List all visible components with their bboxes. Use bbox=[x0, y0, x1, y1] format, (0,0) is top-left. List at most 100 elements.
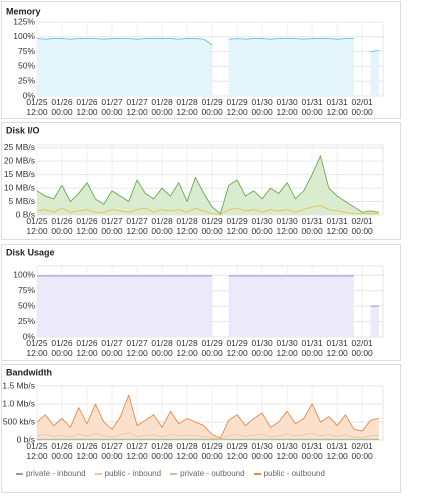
x-tick-label: 01/27 00:00 bbox=[101, 441, 123, 461]
x-tick-label: 01/30 12:00 bbox=[276, 97, 298, 117]
y-tick-label: 5 MB/s bbox=[9, 196, 35, 206]
x-tick-label: 01/31 12:00 bbox=[326, 338, 348, 358]
x-tick-label: 01/28 12:00 bbox=[176, 97, 198, 117]
y-tick-label: 100% bbox=[13, 31, 35, 41]
y-tick-label: 0% bbox=[23, 331, 36, 341]
y-tick-label: 25 MB/s bbox=[4, 142, 35, 152]
y-tick-label: 10 MB/s bbox=[4, 182, 35, 192]
x-tick-label: 01/30 12:00 bbox=[276, 441, 298, 461]
x-tick-label: 01/31 00:00 bbox=[301, 441, 323, 461]
x-tick-label: 01/25 12:00 bbox=[26, 338, 48, 358]
x-tick-label: 01/30 12:00 bbox=[276, 216, 298, 236]
y-tick-label: 50% bbox=[18, 61, 35, 71]
x-tick-label: 01/31 00:00 bbox=[301, 97, 323, 117]
chart: 0 B/s 5 MB/s 10 MB/s 15 MB/s 20 MB/s 25 MB/s bbox=[4, 142, 384, 219]
x-tick-label: 01/31 12:00 bbox=[326, 216, 348, 236]
x-tick-label: 01/26 00:00 bbox=[51, 216, 73, 236]
x-tick-label: 01/31 00:00 bbox=[301, 216, 323, 236]
x-tick-label: 01/29 00:00 bbox=[201, 441, 223, 461]
x-tick-label: 02/01 00:00 bbox=[351, 216, 373, 236]
x-tick-label: 01/28 00:00 bbox=[151, 216, 173, 236]
legend-swatch bbox=[94, 472, 102, 475]
panel-title: Memory bbox=[6, 6, 41, 16]
y-tick-label: 1.0 Mb/s bbox=[2, 398, 35, 408]
legend-label: public - inbound bbox=[104, 469, 162, 478]
line bbox=[36, 205, 379, 215]
x-tick-label: 01/27 00:00 bbox=[101, 216, 123, 236]
x-tick-label: 01/29 00:00 bbox=[201, 97, 223, 117]
x-tick-label: 01/28 00:00 bbox=[151, 441, 173, 461]
y-tick-label: 100% bbox=[13, 270, 35, 280]
x-tick-label: 01/25 12:00 bbox=[26, 441, 48, 461]
x-tick-label: 01/27 12:00 bbox=[126, 216, 148, 236]
line bbox=[36, 155, 379, 215]
x-tick-label: 01/30 00:00 bbox=[251, 216, 273, 236]
panel-title: Disk Usage bbox=[6, 247, 55, 257]
area bbox=[37, 155, 379, 215]
chart: 0% 25% 50% 75% 100% 125% bbox=[13, 16, 384, 100]
line bbox=[36, 38, 379, 53]
y-tick-label: 1.5 Mb/s bbox=[2, 380, 35, 390]
x-tick-label: 01/28 12:00 bbox=[176, 338, 198, 358]
x-tick-label: 01/30 12:00 bbox=[276, 338, 298, 358]
panel-title: Disk I/O bbox=[6, 125, 40, 135]
x-tick-label: 01/30 00:00 bbox=[251, 338, 273, 358]
x-tick-label: 01/26 00:00 bbox=[51, 338, 73, 358]
y-tick-label: 25% bbox=[18, 316, 35, 326]
panel bbox=[1, 122, 401, 240]
x-tick-label: 01/29 00:00 bbox=[201, 338, 223, 358]
y-tick-label: 0% bbox=[23, 90, 36, 100]
y-tick-label: 0 b/s bbox=[17, 434, 35, 444]
x-tick-label: 01/25 12:00 bbox=[26, 97, 48, 117]
legend-label: private - inbound bbox=[26, 469, 86, 478]
legend-item[interactable]: private - outbound bbox=[170, 469, 245, 478]
x-tick-label: 01/27 00:00 bbox=[101, 97, 123, 117]
y-tick-label: 75% bbox=[18, 285, 35, 295]
x-tick-label: 01/26 00:00 bbox=[51, 97, 73, 117]
legend-swatch bbox=[170, 472, 178, 475]
legend-item[interactable]: public - outbound bbox=[253, 469, 325, 478]
y-tick-label: 500 kb/s bbox=[3, 416, 35, 426]
panel bbox=[1, 244, 401, 361]
x-tick-label: 01/26 00:00 bbox=[51, 441, 73, 461]
y-tick-label: 125% bbox=[13, 16, 35, 26]
x-tick-label: 01/29 12:00 bbox=[226, 216, 248, 236]
legend-swatch bbox=[253, 472, 261, 475]
x-tick-label: 01/29 00:00 bbox=[201, 216, 223, 236]
x-tick-label: 01/25 12:00 bbox=[26, 216, 48, 236]
x-tick-label: 01/27 12:00 bbox=[126, 441, 148, 461]
y-tick-label: 15 MB/s bbox=[4, 169, 35, 179]
x-tick-label: 01/31 00:00 bbox=[301, 338, 323, 358]
chart: 0% 25% 50% 75% 100% bbox=[13, 265, 384, 341]
legend: private - inbound public - inbound private… bbox=[16, 469, 325, 478]
y-tick-label: 75% bbox=[18, 46, 35, 56]
x-tick-label: 01/29 12:00 bbox=[226, 338, 248, 358]
y-tick-label: 25% bbox=[18, 75, 35, 85]
x-tick-label: 01/28 12:00 bbox=[176, 441, 198, 461]
area bbox=[37, 275, 379, 337]
x-tick-label: 01/26 12:00 bbox=[76, 216, 98, 236]
x-tick-label: 01/27 12:00 bbox=[126, 97, 148, 117]
chart: 0 b/s 500 kb/s 1.0 Mb/s 1.5 Mb/s bbox=[2, 380, 384, 444]
x-tick-label: 01/26 12:00 bbox=[76, 441, 98, 461]
x-tick-label: 01/26 12:00 bbox=[76, 97, 98, 117]
x-tick-label: 01/29 12:00 bbox=[226, 441, 248, 461]
legend-item[interactable]: public - inbound bbox=[94, 469, 162, 478]
legend-item[interactable]: private - inbound bbox=[16, 469, 86, 478]
x-tick-label: 01/26 12:00 bbox=[76, 338, 98, 358]
panel bbox=[1, 1, 401, 119]
x-tick-label: 02/01 00:00 bbox=[351, 97, 373, 117]
x-tick-label: 02/01 00:00 bbox=[351, 441, 373, 461]
panel bbox=[1, 364, 401, 493]
line bbox=[37, 275, 379, 307]
x-tick-label: 01/27 00:00 bbox=[101, 338, 123, 358]
legend-label: private - outbound bbox=[180, 469, 245, 478]
x-tick-label: 02/01 00:00 bbox=[351, 338, 373, 358]
x-tick-label: 01/30 00:00 bbox=[251, 441, 273, 461]
line bbox=[36, 432, 379, 440]
legend-label: public - outbound bbox=[263, 469, 325, 478]
x-tick-label: 01/29 12:00 bbox=[226, 97, 248, 117]
y-tick-label: 0 B/s bbox=[16, 209, 35, 219]
x-tick-label: 01/31 12:00 bbox=[326, 97, 348, 117]
